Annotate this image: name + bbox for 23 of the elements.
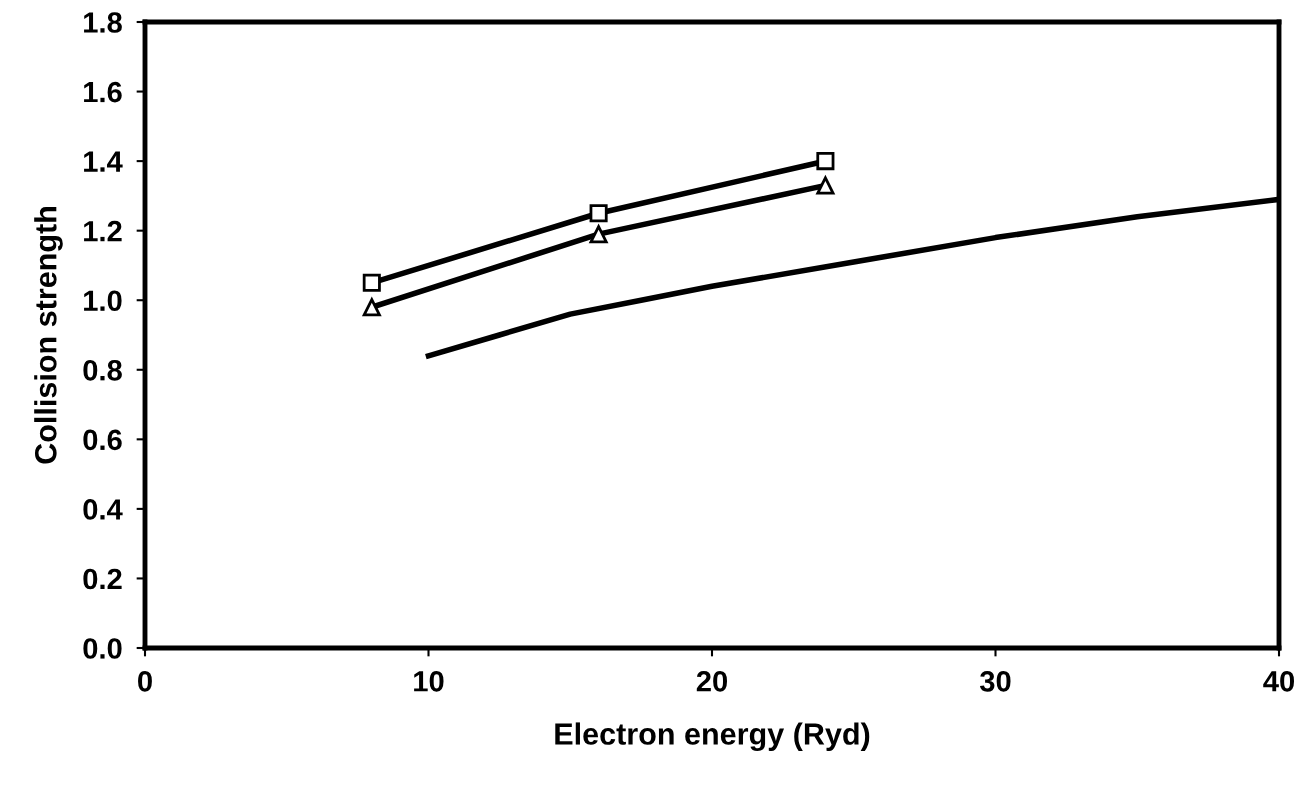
y-tick-label: 1.8 [84, 12, 122, 33]
y-tick-label: 1.2 [84, 220, 122, 242]
x-tick-label: 10 [414, 670, 444, 692]
x-tick-label: 30 [979, 670, 1011, 692]
y-tick-label: 0.4 [83, 499, 123, 520]
point [589, 225, 608, 244]
point [362, 273, 381, 292]
y-tick-label: 1.6 [84, 81, 122, 103]
point [816, 176, 835, 195]
x-axis-title: Electron energy (Ryd) [555, 722, 870, 752]
y-tick-label: 0.8 [83, 359, 122, 381]
point [362, 298, 381, 317]
y-axis-title: Collision strength [34, 207, 63, 464]
x-tick-label: 0 [138, 670, 152, 692]
y-tick-label: 0.6 [83, 429, 122, 451]
point [589, 204, 608, 223]
y-tick-label: 0.0 [83, 638, 122, 659]
point [816, 152, 835, 171]
y-tick-label: 1.0 [84, 290, 122, 312]
x-tick-label: 40 [1263, 670, 1295, 692]
y-tick-label: 1.4 [84, 151, 123, 172]
y-tick-label: 0.2 [83, 568, 122, 590]
x-tick-label: 20 [696, 670, 728, 692]
